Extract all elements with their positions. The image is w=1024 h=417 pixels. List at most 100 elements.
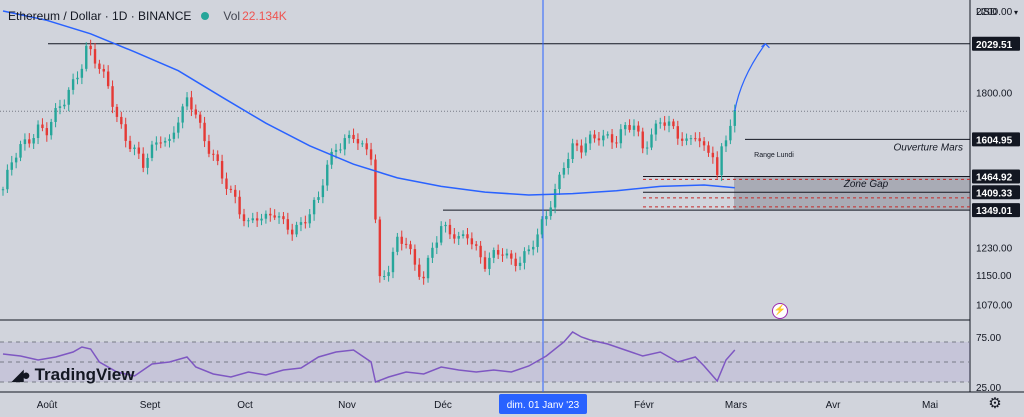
candle-body[interactable] (36, 124, 40, 139)
candle-body[interactable] (10, 162, 13, 170)
candle-body[interactable] (330, 151, 333, 165)
candle-body[interactable] (326, 164, 329, 186)
candle-body[interactable] (128, 140, 132, 150)
candle-body[interactable] (203, 122, 206, 142)
candle-body[interactable] (724, 140, 728, 147)
candle-body[interactable] (352, 134, 355, 140)
candle-body[interactable] (694, 138, 697, 140)
candle-body[interactable] (343, 138, 346, 150)
candle-body[interactable] (6, 169, 9, 190)
candle-body[interactable] (67, 89, 70, 105)
candle-body[interactable] (247, 220, 250, 222)
candle-body[interactable] (255, 218, 259, 221)
candle-body[interactable] (45, 128, 49, 136)
candle-body[interactable] (369, 149, 373, 160)
candle-body[interactable] (291, 229, 294, 235)
candle-body[interactable] (483, 257, 487, 269)
candle-body[interactable] (190, 97, 193, 110)
candle-body[interactable] (339, 149, 342, 151)
candle-body[interactable] (124, 124, 127, 141)
candle-body[interactable] (488, 257, 491, 269)
candle-body[interactable] (553, 189, 557, 208)
settings-gear-icon[interactable]: ⚙ (988, 395, 1002, 412)
candle-body[interactable] (448, 224, 452, 235)
candle-body[interactable] (282, 216, 285, 220)
candle-body[interactable] (32, 138, 35, 144)
candle-body[interactable] (234, 189, 237, 197)
candle-body[interactable] (150, 144, 154, 158)
candle-body[interactable] (391, 251, 395, 273)
candle-body[interactable] (672, 121, 675, 127)
candle-body[interactable] (435, 242, 438, 248)
candle-body[interactable] (374, 159, 377, 220)
candle-body[interactable] (264, 213, 268, 219)
candle-body[interactable] (496, 250, 500, 255)
candle-body[interactable] (334, 149, 338, 152)
candle-body[interactable] (659, 122, 662, 124)
candle-body[interactable] (470, 238, 474, 245)
candle-body[interactable] (225, 178, 228, 189)
candle-body[interactable] (492, 250, 495, 258)
candle-body[interactable] (619, 129, 623, 144)
candle-body[interactable] (85, 45, 88, 69)
candle-body[interactable] (453, 234, 456, 239)
candle-body[interactable] (23, 139, 27, 145)
candle-body[interactable] (597, 138, 601, 141)
candle-body[interactable] (545, 216, 548, 220)
candle-body[interactable] (260, 218, 263, 221)
candle-body[interactable] (80, 68, 84, 78)
candle-body[interactable] (404, 243, 408, 245)
candle-body[interactable] (111, 86, 114, 107)
candle-body[interactable] (501, 254, 504, 256)
candle-body[interactable] (58, 106, 62, 109)
candle-body[interactable] (28, 139, 31, 144)
candle-body[interactable] (637, 125, 640, 132)
candle-body[interactable] (514, 258, 517, 266)
candle-body[interactable] (172, 132, 176, 139)
candle-body[interactable] (347, 134, 351, 139)
candle-body[interactable] (14, 157, 18, 163)
candle-body[interactable] (155, 142, 158, 145)
candle-body[interactable] (413, 249, 417, 265)
candle-body[interactable] (212, 153, 215, 155)
candle-body[interactable] (54, 108, 57, 122)
candle-body[interactable] (365, 143, 368, 150)
candle-body[interactable] (685, 138, 688, 141)
candle-body[interactable] (418, 264, 421, 277)
candle-body[interactable] (361, 143, 364, 145)
candle-body[interactable] (387, 272, 390, 277)
candle-body[interactable] (168, 138, 171, 141)
candle-body[interactable] (689, 138, 693, 140)
candle-body[interactable] (102, 68, 105, 72)
candle-body[interactable] (457, 236, 460, 239)
candle-body[interactable] (194, 109, 197, 115)
candle-body[interactable] (137, 147, 141, 154)
candle-body[interactable] (163, 140, 167, 143)
candle-body[interactable] (716, 157, 719, 176)
candle-body[interactable] (146, 157, 149, 168)
candle-body[interactable] (461, 234, 465, 237)
candle-body[interactable] (628, 125, 631, 130)
candle-body[interactable] (356, 139, 360, 144)
candle-body[interactable] (93, 49, 97, 64)
candle-body[interactable] (229, 188, 233, 190)
candle-body[interactable] (523, 251, 526, 263)
tradingview-logo[interactable]: ◢● TradingView (12, 364, 134, 386)
candle-body[interactable] (238, 196, 241, 215)
candle-body[interactable] (702, 141, 706, 146)
candle-body[interactable] (207, 141, 211, 154)
candle-body[interactable] (106, 71, 110, 87)
candle-body[interactable] (120, 116, 123, 125)
candle-body[interactable] (269, 213, 272, 216)
candle-body[interactable] (76, 77, 79, 80)
candle-body[interactable] (308, 214, 311, 224)
candle-body[interactable] (624, 125, 627, 130)
candle-body[interactable] (185, 97, 189, 107)
candle-body[interactable] (518, 262, 522, 266)
candle-body[interactable] (63, 104, 66, 107)
candle-body[interactable] (632, 125, 636, 130)
candle-body[interactable] (510, 253, 513, 259)
candle-body[interactable] (304, 222, 307, 224)
candle-body[interactable] (19, 144, 22, 158)
candle-body[interactable] (571, 143, 574, 160)
